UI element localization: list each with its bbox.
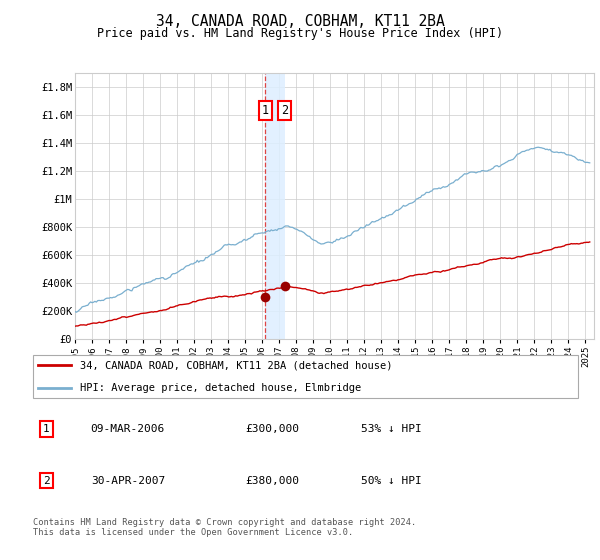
Text: 53% ↓ HPI: 53% ↓ HPI bbox=[361, 424, 422, 434]
Text: £300,000: £300,000 bbox=[245, 424, 299, 434]
Text: 34, CANADA ROAD, COBHAM, KT11 2BA: 34, CANADA ROAD, COBHAM, KT11 2BA bbox=[155, 14, 445, 29]
Text: £380,000: £380,000 bbox=[245, 475, 299, 486]
Text: 1: 1 bbox=[262, 104, 269, 117]
Text: 30-APR-2007: 30-APR-2007 bbox=[91, 475, 165, 486]
Text: 2: 2 bbox=[281, 104, 289, 117]
Text: 50% ↓ HPI: 50% ↓ HPI bbox=[361, 475, 422, 486]
Text: 34, CANADA ROAD, COBHAM, KT11 2BA (detached house): 34, CANADA ROAD, COBHAM, KT11 2BA (detac… bbox=[80, 360, 392, 370]
Text: 09-MAR-2006: 09-MAR-2006 bbox=[91, 424, 165, 434]
Text: 2: 2 bbox=[43, 475, 50, 486]
Text: Price paid vs. HM Land Registry's House Price Index (HPI): Price paid vs. HM Land Registry's House … bbox=[97, 27, 503, 40]
Text: Contains HM Land Registry data © Crown copyright and database right 2024.
This d: Contains HM Land Registry data © Crown c… bbox=[33, 518, 416, 538]
Bar bbox=[265, 73, 285, 339]
Text: HPI: Average price, detached house, Elmbridge: HPI: Average price, detached house, Elmb… bbox=[80, 383, 361, 393]
FancyBboxPatch shape bbox=[33, 354, 578, 399]
Text: 1: 1 bbox=[43, 424, 50, 434]
